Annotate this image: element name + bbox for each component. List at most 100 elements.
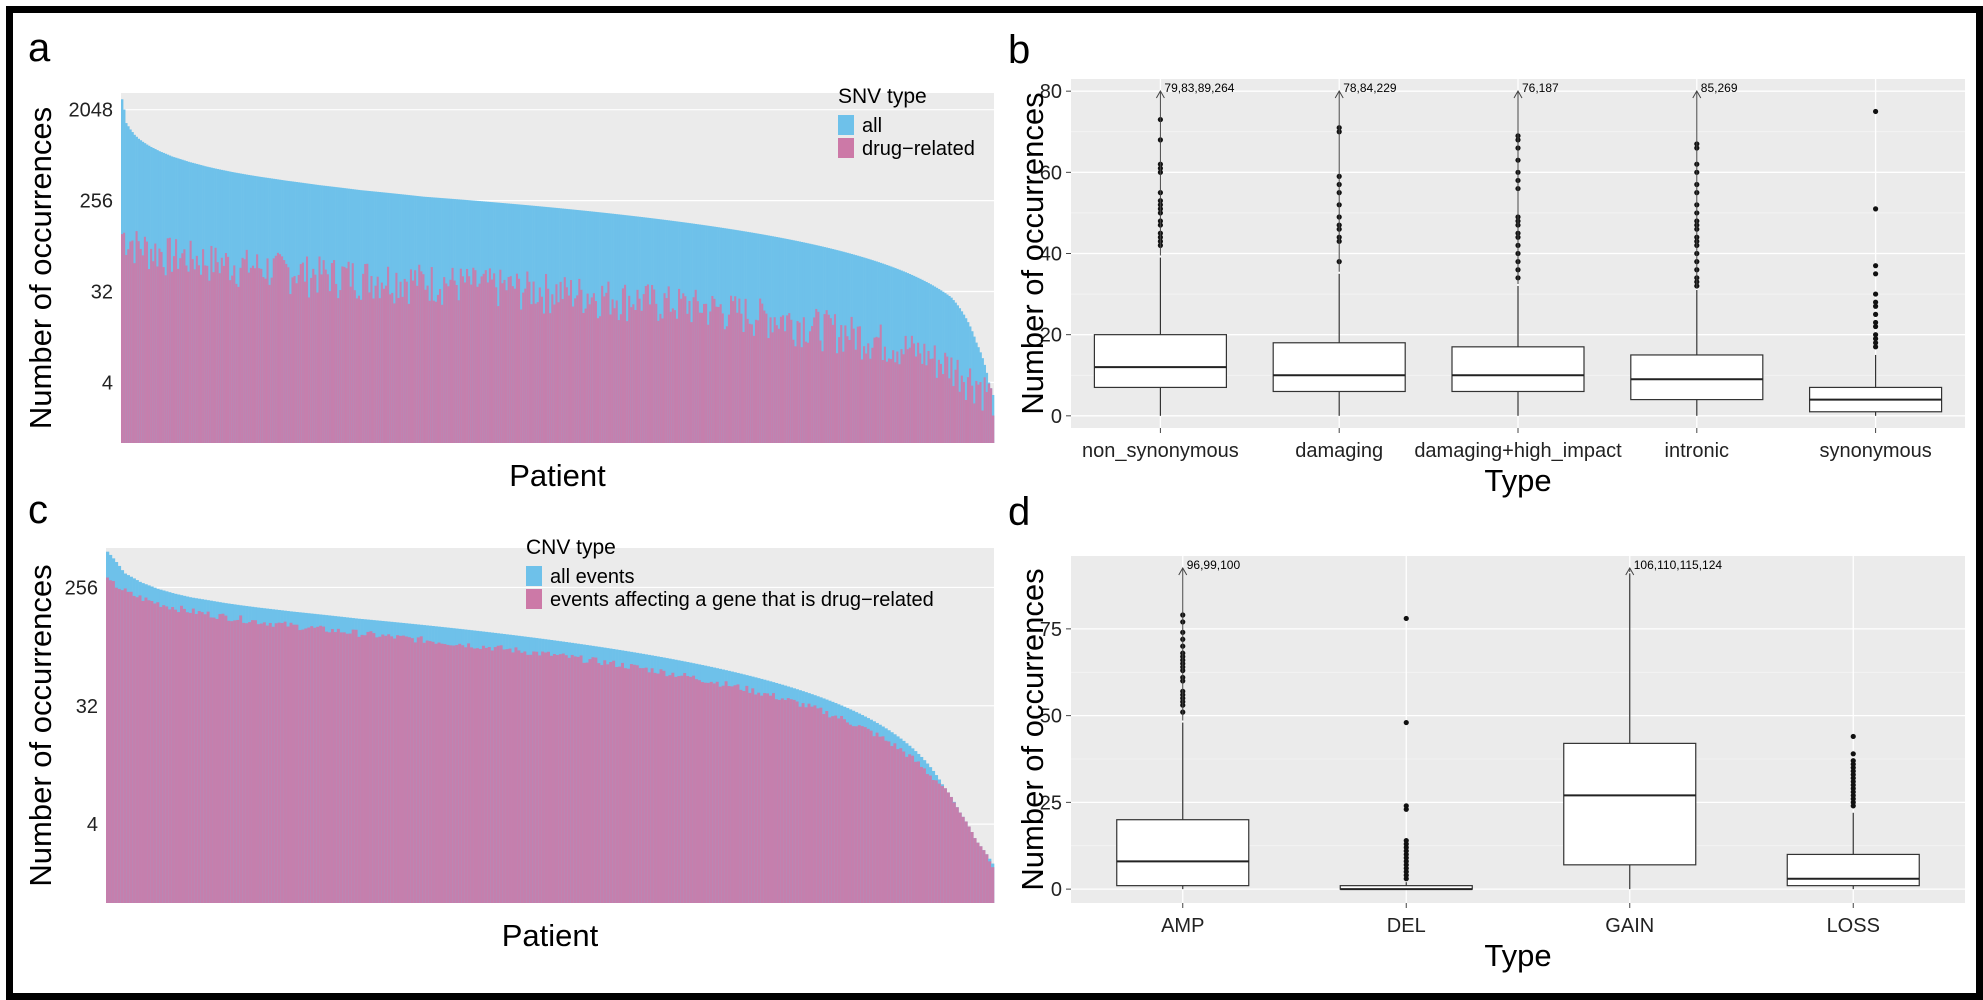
bar-drug-related bbox=[436, 294, 440, 443]
bar-drug-related bbox=[733, 685, 737, 903]
bar-drug-related bbox=[242, 622, 246, 903]
bar-drug-related bbox=[308, 297, 311, 443]
bar-drug-related bbox=[686, 676, 690, 903]
bar-drug-related bbox=[946, 356, 949, 443]
bar-drug-related bbox=[287, 267, 290, 443]
bar-drug-related bbox=[948, 378, 951, 443]
bar-drug-related bbox=[351, 263, 355, 443]
bar-drug-related bbox=[297, 274, 301, 443]
bar-drug-related bbox=[585, 662, 589, 903]
bar-drug-related bbox=[906, 349, 910, 443]
x-axis-title: Patient bbox=[509, 458, 606, 493]
bar-all bbox=[865, 258, 868, 443]
bar-drug-related bbox=[174, 609, 178, 903]
bar-drug-related bbox=[125, 254, 128, 443]
bar-drug-related bbox=[929, 358, 932, 443]
bar-drug-related bbox=[773, 317, 777, 443]
offscale-arrow-head bbox=[1513, 89, 1523, 99]
bar-drug-related bbox=[256, 254, 259, 443]
bar-drug-related bbox=[470, 647, 474, 903]
bar-drug-related bbox=[272, 258, 276, 443]
bar-drug-related bbox=[757, 692, 761, 903]
bar-drug-related bbox=[147, 600, 151, 903]
y-tick-label: 32 bbox=[76, 696, 98, 718]
bar-drug-related bbox=[301, 262, 305, 443]
bar-drug-related bbox=[126, 591, 130, 903]
bar-drug-related bbox=[188, 612, 193, 903]
bar-drug-related bbox=[632, 664, 637, 903]
bar-drug-related bbox=[750, 324, 754, 443]
bar-drug-related bbox=[206, 611, 210, 903]
bar-drug-related bbox=[484, 647, 489, 903]
offscale-label: 79,83,89,264 bbox=[1164, 81, 1234, 95]
bar-drug-related bbox=[730, 295, 733, 443]
bar-drug-related bbox=[872, 736, 876, 903]
legend-key bbox=[526, 589, 542, 609]
bar-drug-related bbox=[106, 577, 110, 903]
bar-drug-related bbox=[414, 270, 417, 443]
bar-drug-related bbox=[802, 317, 806, 443]
bar-drug-related bbox=[740, 313, 743, 443]
bar-drug-related bbox=[256, 624, 261, 903]
bar-drug-related bbox=[299, 264, 303, 443]
bar-drug-related bbox=[792, 699, 796, 903]
bar-drug-related bbox=[497, 306, 500, 443]
bar-drug-related bbox=[765, 313, 768, 443]
bar-drug-related bbox=[529, 654, 533, 903]
bar-drug-related bbox=[727, 314, 731, 443]
panel-letter-a: a bbox=[28, 26, 51, 70]
bar-drug-related bbox=[378, 636, 382, 903]
legend-key bbox=[838, 138, 854, 158]
bar-drug-related bbox=[786, 698, 791, 903]
offscale-label: 85,269 bbox=[1701, 81, 1738, 95]
bar-drug-related bbox=[596, 318, 600, 443]
bar-drug-related bbox=[792, 339, 795, 443]
outlier-point bbox=[1873, 263, 1879, 269]
bar-drug-related bbox=[964, 821, 968, 903]
bar-all bbox=[881, 263, 885, 443]
bar-drug-related bbox=[898, 364, 901, 443]
y-tick-label: 80 bbox=[1040, 81, 1062, 103]
bar-drug-related bbox=[707, 324, 710, 443]
bar-drug-related bbox=[301, 629, 305, 903]
legend-title: CNV type bbox=[526, 536, 616, 559]
bar-drug-related bbox=[139, 248, 143, 443]
bar-drug-related bbox=[230, 621, 234, 903]
bar-drug-related bbox=[437, 642, 441, 903]
bar-drug-related bbox=[828, 717, 832, 903]
bar-drug-related bbox=[767, 338, 770, 443]
bar-drug-related bbox=[220, 257, 224, 443]
box-iqr bbox=[1093, 334, 1228, 389]
bar-drug-related bbox=[668, 675, 672, 903]
bar-drug-related bbox=[295, 283, 298, 443]
bar-drug-related bbox=[143, 236, 147, 443]
bar-drug-related bbox=[271, 626, 276, 903]
bar-drug-related bbox=[446, 644, 450, 903]
bar-drug-related bbox=[979, 382, 982, 443]
bar-drug-related bbox=[692, 297, 695, 443]
bar-drug-related bbox=[779, 316, 783, 443]
bar-drug-related bbox=[345, 268, 348, 443]
bar-drug-related bbox=[607, 281, 610, 443]
bar-drug-related bbox=[420, 271, 423, 443]
bar-drug-related bbox=[281, 256, 284, 443]
bar-drug-related bbox=[709, 681, 714, 903]
bar-drug-related bbox=[289, 622, 293, 903]
bar-drug-related bbox=[761, 303, 764, 443]
bar-drug-related bbox=[132, 595, 136, 903]
bar-drug-related bbox=[150, 600, 154, 903]
bar-drug-related bbox=[322, 626, 326, 903]
bar-drug-related bbox=[653, 289, 656, 443]
bar-drug-related bbox=[360, 299, 363, 443]
bar-drug-related bbox=[910, 335, 914, 443]
bar-drug-related bbox=[545, 273, 548, 443]
bar-drug-related bbox=[310, 277, 313, 443]
bar-drug-related bbox=[396, 635, 400, 903]
bar-drug-related bbox=[871, 347, 874, 443]
bar-all bbox=[885, 265, 889, 443]
bar-drug-related bbox=[470, 284, 473, 443]
bar-all bbox=[842, 251, 845, 443]
bar-drug-related bbox=[251, 265, 255, 443]
y-tick-label: 60 bbox=[1040, 162, 1062, 184]
bar-drug-related bbox=[133, 263, 136, 443]
